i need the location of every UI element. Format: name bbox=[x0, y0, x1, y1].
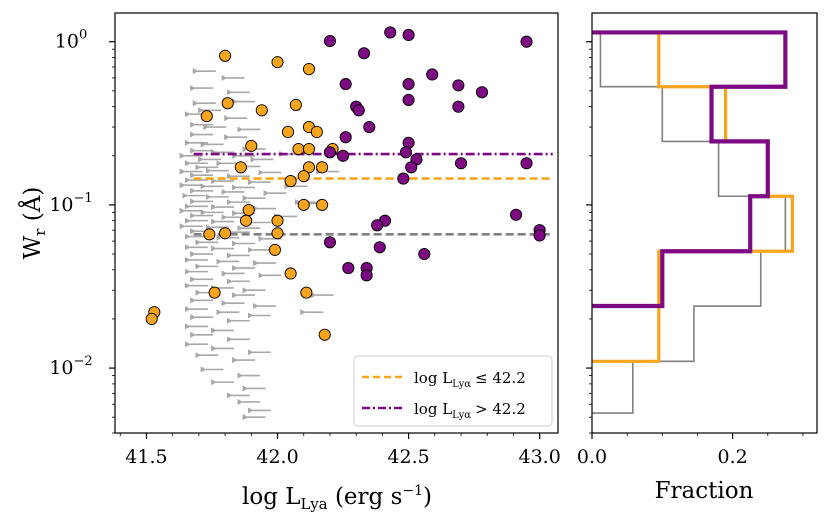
point-high-luminosity bbox=[454, 157, 468, 170]
point-low-luminosity bbox=[200, 110, 213, 123]
point-high-luminosity bbox=[373, 241, 386, 254]
point-low-luminosity bbox=[302, 142, 316, 156]
left-panel: 41.5 42.0 42.5 43.0 10−2 10−1 100 log LLyα ≤ 4… bbox=[18, 12, 561, 513]
legend-box bbox=[353, 355, 553, 427]
point-low-luminosity bbox=[271, 227, 284, 240]
point-high-luminosity bbox=[402, 28, 415, 42]
point-high-luminosity bbox=[384, 26, 397, 39]
point-high-luminosity bbox=[426, 68, 439, 81]
point-low-luminosity bbox=[284, 267, 297, 280]
right-x-axis-label: Fraction bbox=[655, 478, 754, 504]
point-high-luminosity bbox=[405, 161, 418, 174]
y-tick-label: 10−1 bbox=[49, 191, 92, 216]
x-tick-label: 42.5 bbox=[387, 446, 429, 468]
point-low-luminosity bbox=[245, 139, 258, 152]
point-high-luminosity bbox=[452, 100, 465, 113]
right-plot-frame bbox=[592, 13, 817, 433]
histogram-limits bbox=[592, 31, 787, 414]
point-low-luminosity bbox=[318, 328, 331, 341]
point-high-luminosity bbox=[323, 34, 336, 48]
point-high-luminosity bbox=[360, 269, 373, 282]
point-high-luminosity bbox=[371, 219, 384, 232]
point-low-luminosity bbox=[271, 56, 284, 69]
point-low-luminosity bbox=[203, 228, 216, 241]
point-low-luminosity bbox=[316, 161, 329, 174]
data-points bbox=[145, 26, 546, 341]
right-x-ticks: 0.0 0.2 bbox=[577, 433, 804, 468]
point-high-luminosity bbox=[323, 236, 336, 249]
point-high-luminosity bbox=[452, 79, 465, 92]
point-high-luminosity bbox=[402, 78, 415, 91]
point-low-luminosity bbox=[145, 312, 158, 326]
point-low-luminosity bbox=[219, 227, 232, 240]
x-tick-label: 43.0 bbox=[518, 446, 560, 468]
point-high-luminosity bbox=[363, 120, 376, 134]
reference-lines bbox=[193, 152, 553, 236]
point-high-luminosity bbox=[357, 47, 371, 60]
point-low-luminosity bbox=[242, 203, 255, 217]
point-low-luminosity bbox=[300, 286, 313, 299]
point-high-luminosity bbox=[339, 131, 352, 144]
point-high-luminosity bbox=[510, 208, 523, 221]
point-low-luminosity bbox=[284, 175, 297, 188]
point-low-luminosity bbox=[297, 170, 310, 183]
point-low-luminosity bbox=[310, 125, 323, 138]
point-high-luminosity bbox=[475, 86, 489, 99]
point-high-luminosity bbox=[337, 149, 350, 162]
point-low-luminosity bbox=[221, 97, 234, 110]
legend-label-high: log LLyα > 42.2 bbox=[414, 400, 526, 421]
x-tick-label: 42.0 bbox=[256, 446, 298, 468]
left-plot-border bbox=[114, 12, 559, 434]
point-low-luminosity bbox=[219, 49, 232, 62]
point-high-luminosity bbox=[533, 229, 546, 242]
point-low-luminosity bbox=[268, 243, 281, 256]
point-high-luminosity bbox=[342, 262, 355, 275]
point-low-luminosity bbox=[208, 286, 221, 299]
y-tick-label: 10−2 bbox=[49, 354, 92, 379]
right-x-tick-label: 0.2 bbox=[718, 446, 748, 468]
point-low-luminosity bbox=[292, 142, 305, 156]
point-high-luminosity bbox=[397, 172, 410, 185]
right-x-tick-label: 0.0 bbox=[577, 446, 607, 468]
point-high-luminosity bbox=[418, 247, 431, 261]
point-low-luminosity bbox=[302, 161, 316, 174]
point-high-luminosity bbox=[323, 146, 336, 159]
point-low-luminosity bbox=[255, 104, 268, 117]
histogram-bars bbox=[592, 30, 794, 414]
upper-limit-arrows bbox=[179, 68, 339, 421]
point-low-luminosity bbox=[271, 214, 284, 227]
histogram-high-luminosity bbox=[592, 30, 788, 309]
point-high-luminosity bbox=[520, 35, 533, 48]
point-low-luminosity bbox=[302, 63, 316, 76]
right-plot-border bbox=[591, 12, 818, 434]
point-low-luminosity bbox=[316, 198, 329, 211]
right-y-ticks bbox=[586, 41, 592, 434]
y-tick-label: 100 bbox=[55, 28, 87, 53]
right-panel: 0.0 0.2 Fraction bbox=[577, 12, 818, 504]
point-low-luminosity bbox=[234, 161, 247, 174]
point-high-luminosity bbox=[399, 146, 413, 159]
x-tick-label: 41.5 bbox=[125, 446, 167, 468]
left-y-ticks: 10−2 10−1 100 bbox=[49, 28, 115, 434]
point-low-luminosity bbox=[297, 198, 310, 211]
point-low-luminosity bbox=[281, 125, 295, 138]
left-x-ticks: 41.5 42.0 42.5 43.0 bbox=[119, 433, 561, 468]
legend: log LLyα ≤ 42.2 log LLyα > 42.2 bbox=[353, 355, 553, 427]
point-high-luminosity bbox=[352, 104, 365, 117]
x-axis-label: log LLya (erg s−1) bbox=[242, 483, 432, 513]
point-low-luminosity bbox=[240, 214, 253, 227]
point-high-luminosity bbox=[520, 157, 533, 170]
point-low-luminosity bbox=[289, 98, 302, 111]
point-high-luminosity bbox=[339, 78, 352, 91]
y-axis-label: Wr (Å) bbox=[18, 187, 49, 260]
point-high-luminosity bbox=[402, 93, 415, 106]
legend-label-low: log LLyα ≤ 42.2 bbox=[414, 369, 526, 390]
